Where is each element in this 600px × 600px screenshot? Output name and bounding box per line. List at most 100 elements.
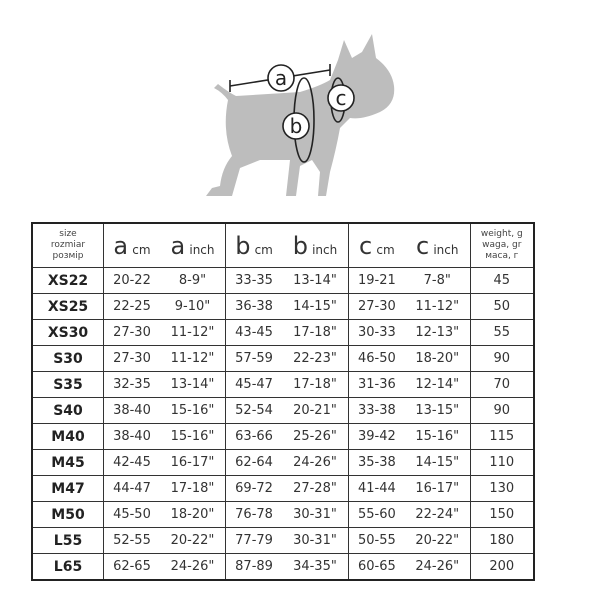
table-row: L55 52-55 20-22" 77-79 30-31" 50-55 20-22" 180 [31,527,535,554]
value-cell: 63-66 [225,423,283,450]
size-cell: S35 [31,371,104,398]
value-cell: 20-22 [102,267,160,294]
table-row: XS22 20-22 8-9" 33-35 13-14" 19-21 7-8" 45 [31,267,535,294]
value-cell: 16-17" [404,475,471,502]
value-cell: 46-50 [347,345,405,372]
header-unit: inch [312,242,338,257]
value-cell: 180 [469,527,535,554]
table-row: M47 44-47 17-18" 69-72 27-28" 41-44 16-17" 130 [31,475,535,502]
header-letter: b [292,231,308,260]
size-chart-table: size rozmiar розмір a cm a inch b cm b inch c c… [31,222,535,581]
value-cell: 13-14" [282,267,349,294]
value-cell: 115 [469,423,535,450]
table-row: M45 42-45 16-17" 62-64 24-26" 35-38 14-15" 110 [31,449,535,476]
value-cell: 77-79 [225,527,283,554]
value-cell: 57-59 [225,345,283,372]
value-cell: 11-12" [159,319,227,346]
header-row: size rozmiar розмір a cm a inch b cm b inch c c… [31,222,535,268]
value-cell: 22-23" [282,345,349,372]
value-cell: 20-22" [159,527,227,554]
table-row: XS30 27-30 11-12" 43-45 17-18" 30-33 12-13" 55 [31,319,535,346]
value-cell: 110 [469,449,535,476]
header-letter: c [359,231,373,260]
header-letter: c [415,231,430,260]
value-cell: 27-30 [347,293,405,320]
value-cell: 15-16" [404,423,471,450]
value-cell: 41-44 [347,475,405,502]
header-unit: cm [132,242,151,257]
dog-measurement-diagram: a b c [206,34,395,196]
header-weight-label: waga, gr [482,240,522,250]
value-cell: 17-18" [159,475,227,502]
value-cell: 38-40 [102,423,160,450]
header-unit: inch [433,242,459,257]
header-weight: weight, g waga, gr маса, г [469,222,535,268]
value-cell: 13-14" [159,371,227,398]
table-row: S40 38-40 15-16" 52-54 20-21" 33-38 13-15" 90 [31,397,535,424]
value-cell: 45 [469,267,535,294]
value-cell: 38-40 [102,397,160,424]
table-row: S35 32-35 13-14" 45-47 17-18" 31-36 12-14" 70 [31,371,535,398]
value-cell: 11-12" [159,345,227,372]
value-cell: 39-42 [347,423,405,450]
table-row: M50 45-50 18-20" 76-78 30-31" 55-60 22-24" 150 [31,501,535,528]
value-cell: 69-72 [225,475,283,502]
size-cell: XS25 [31,293,104,320]
header-a-cm: a cm [102,222,160,268]
value-cell: 14-15" [404,449,471,476]
header-b-inch: b inch [282,222,349,268]
value-cell: 19-21 [347,267,405,294]
value-cell: 90 [469,397,535,424]
value-cell: 70 [469,371,535,398]
value-cell: 15-16" [159,423,227,450]
table-row: L65 62-65 24-26" 87-89 34-35" 60-65 24-26" 200 [31,553,535,581]
header-letter: a [113,231,129,260]
value-cell: 43-45 [225,319,283,346]
value-cell: 24-26" [282,449,349,476]
header-c-cm: c cm [347,222,405,268]
value-cell: 62-64 [225,449,283,476]
header-unit: cm [254,242,273,257]
value-cell: 30-31" [282,527,349,554]
value-cell: 20-21" [282,397,349,424]
value-cell: 76-78 [225,501,283,528]
label-c: c [336,86,347,110]
value-cell: 30-33 [347,319,405,346]
value-cell: 7-8" [404,267,471,294]
value-cell: 13-15" [404,397,471,424]
size-cell: S30 [31,345,104,372]
size-cell: L55 [31,527,104,554]
size-cell: XS22 [31,267,104,294]
header-size-label: розмір [52,251,84,261]
size-cell: M50 [31,501,104,528]
value-cell: 12-13" [404,319,471,346]
header-b-cm: b cm [225,222,283,268]
value-cell: 130 [469,475,535,502]
size-cell: L65 [31,553,104,581]
value-cell: 8-9" [159,267,227,294]
value-cell: 27-30 [102,319,160,346]
value-cell: 44-47 [102,475,160,502]
size-cell: S40 [31,397,104,424]
table-row: S30 27-30 11-12" 57-59 22-23" 46-50 18-20" 90 [31,345,535,372]
value-cell: 42-45 [102,449,160,476]
header-a-inch: a inch [159,222,227,268]
header-c-inch: c inch [404,222,471,268]
value-cell: 50-55 [347,527,405,554]
value-cell: 200 [469,553,535,581]
value-cell: 15-16" [159,397,227,424]
value-cell: 22-24" [404,501,471,528]
value-cell: 9-10" [159,293,227,320]
value-cell: 32-35 [102,371,160,398]
value-cell: 12-14" [404,371,471,398]
value-cell: 50 [469,293,535,320]
header-weight-label: маса, г [485,251,519,261]
value-cell: 20-22" [404,527,471,554]
value-cell: 18-20" [404,345,471,372]
value-cell: 27-28" [282,475,349,502]
header-unit: inch [189,242,215,257]
value-cell: 16-17" [159,449,227,476]
value-cell: 18-20" [159,501,227,528]
value-cell: 24-26" [404,553,471,581]
value-cell: 45-50 [102,501,160,528]
